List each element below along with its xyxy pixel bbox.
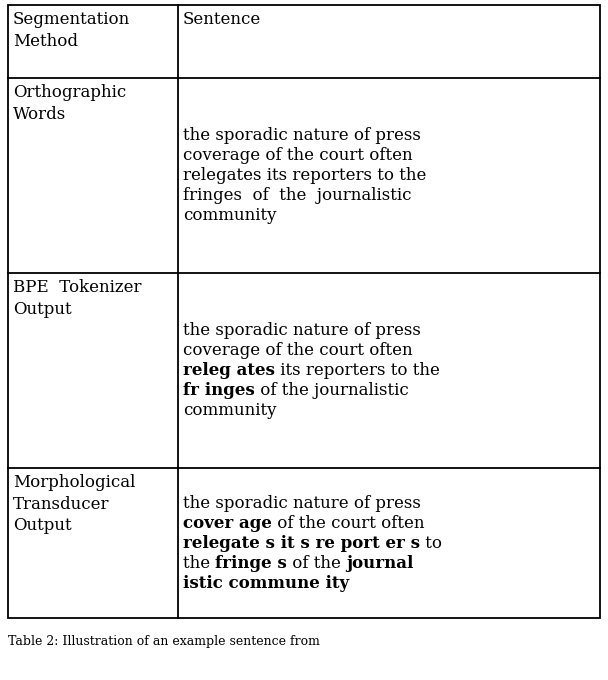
Text: fringe s: fringe s	[215, 554, 287, 571]
Text: BPE  Tokenizer
Output: BPE Tokenizer Output	[13, 279, 142, 318]
Text: the sporadic nature of press: the sporadic nature of press	[183, 494, 421, 511]
Text: Segmentation
Method: Segmentation Method	[13, 11, 130, 50]
Text: Table 2: Illustration of an example sentence from: Table 2: Illustration of an example sent…	[8, 635, 320, 648]
Text: of the journalistic: of the journalistic	[255, 382, 409, 399]
Text: journal: journal	[346, 554, 413, 571]
Text: cover age: cover age	[183, 515, 272, 532]
Text: Orthographic
Words: Orthographic Words	[13, 84, 126, 122]
Text: community: community	[183, 207, 277, 224]
Text: fringes  of  the  journalistic: fringes of the journalistic	[183, 187, 412, 204]
Text: of the: of the	[287, 554, 346, 571]
Text: of the court often: of the court often	[272, 515, 424, 532]
Text: community: community	[183, 402, 277, 419]
Text: Sentence: Sentence	[183, 11, 261, 28]
Text: istic commune ity: istic commune ity	[183, 575, 349, 592]
Text: its reporters to the: its reporters to the	[275, 362, 440, 379]
Text: fr inges: fr inges	[183, 382, 255, 399]
Text: the sporadic nature of press: the sporadic nature of press	[183, 127, 421, 144]
Text: the sporadic nature of press: the sporadic nature of press	[183, 322, 421, 339]
Text: Morphological
Transducer
Output: Morphological Transducer Output	[13, 474, 136, 534]
Text: to: to	[420, 534, 442, 551]
Text: releg ates: releg ates	[183, 362, 275, 379]
Text: coverage of the court often: coverage of the court often	[183, 147, 413, 164]
Text: relegates its reporters to the: relegates its reporters to the	[183, 167, 426, 184]
Text: the: the	[183, 554, 215, 571]
Text: relegate s it s re port er s: relegate s it s re port er s	[183, 534, 420, 551]
Text: coverage of the court often: coverage of the court often	[183, 342, 413, 359]
